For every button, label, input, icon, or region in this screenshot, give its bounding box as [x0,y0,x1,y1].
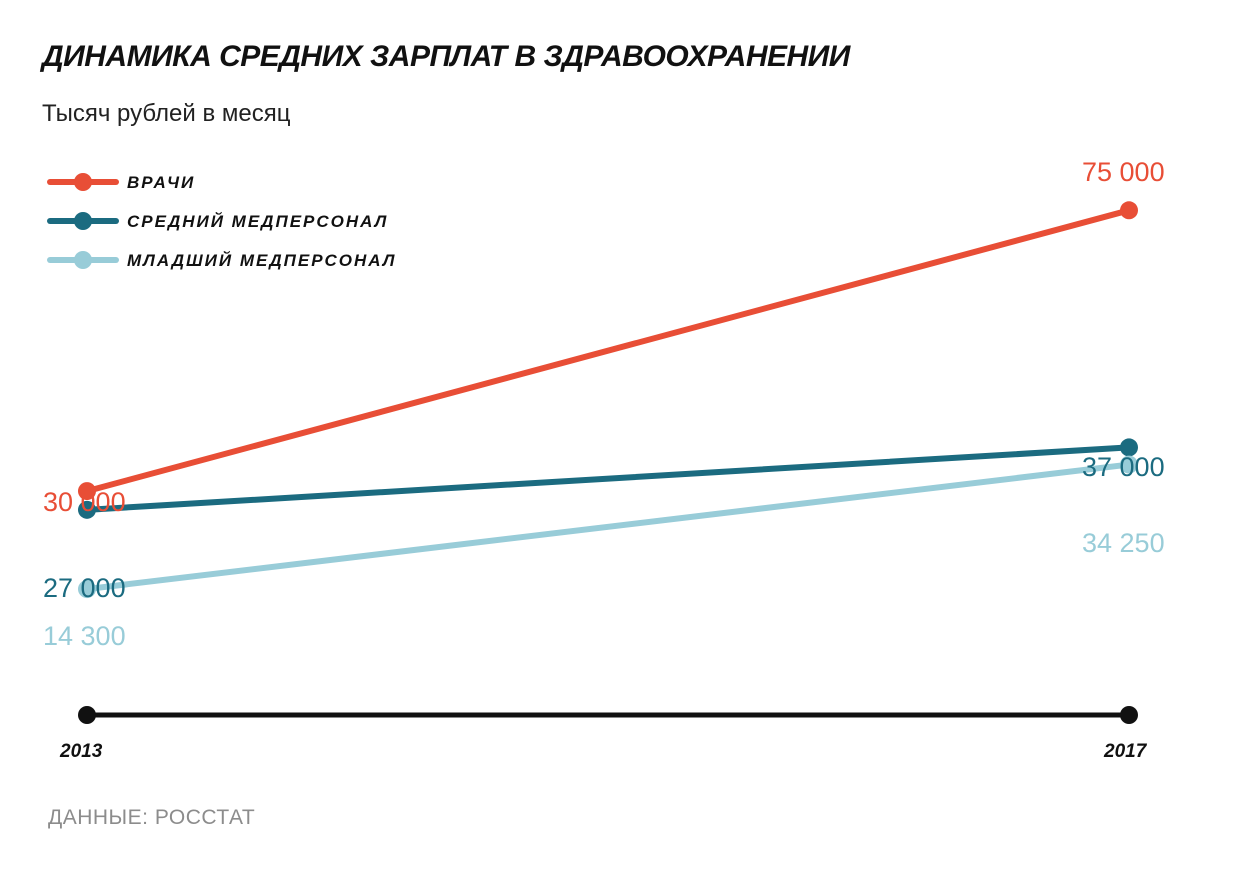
data-label: 75 000 [1082,157,1165,187]
x-axis: 2013 2017 [59,706,1148,762]
data-label: 30 000 [43,487,126,517]
data-point [78,482,96,501]
data-label: 27 000 [43,573,126,603]
legend-label: СРЕДНИЙ МЕДПЕРСОНАЛ [127,211,388,231]
x-axis-dot [1120,706,1138,724]
chart-title: ДИНАМИКА СРЕДНИХ ЗАРПЛАТ В ЗДРАВООХРАНЕН… [42,40,850,73]
x-axis-dot [78,706,96,724]
series-lines [84,207,1132,593]
data-point [1120,455,1138,474]
series-line [84,461,1132,593]
legend: ВРАЧИ СРЕДНИЙ МЕДПЕРСОНАЛ МЛАДШИЙ МЕДПЕРСО… [47,173,396,270]
data-label: 34 250 [1082,528,1165,558]
legend-label: ВРАЧИ [127,173,195,192]
x-tick-label: 2017 [1103,741,1148,762]
legend-swatch-dot [74,173,92,191]
x-tick-label: 2013 [59,741,103,762]
data-point [78,500,96,519]
data-labels: 30 000 75 000 27 000 37 000 14 300 34 250 [43,157,1165,651]
data-point [1120,201,1138,220]
legend-label: МЛАДШИЙ МЕДПЕРСОНАЛ [127,250,396,270]
legend-swatch-dot [74,251,92,269]
data-label: 14 300 [43,621,126,651]
series-line [84,444,1132,513]
source-note: ДАННЫЕ: РОССТАТ [48,806,256,829]
series-points [78,201,1138,599]
data-label: 37 000 [1082,452,1165,482]
data-point [78,580,96,599]
chart-subtitle: Тысяч рублей в месяц [42,100,291,127]
data-point [1120,438,1138,457]
series-line [84,207,1132,495]
legend-swatch-dot [74,212,92,230]
